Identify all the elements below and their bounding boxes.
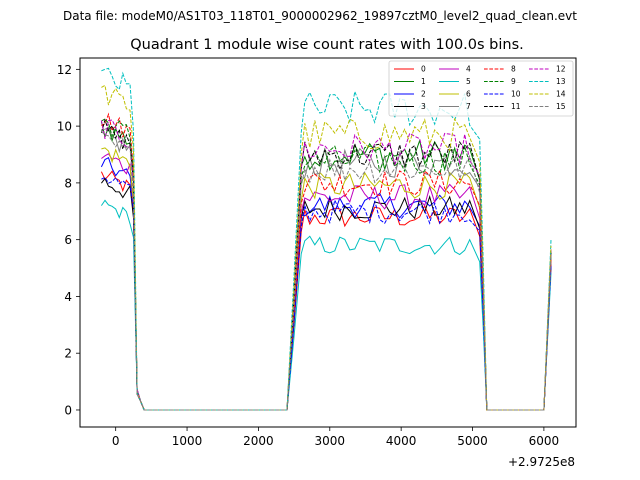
- series-line-13: [101, 67, 552, 411]
- x-tick-label: 6000: [529, 434, 560, 448]
- legend-label-12: 12: [556, 65, 566, 74]
- y-tick-label: 8: [64, 176, 72, 190]
- legend-label-10: 10: [511, 90, 521, 99]
- legend-label-3: 3: [421, 102, 426, 111]
- series-line-15: [101, 131, 552, 411]
- legend-label-14: 14: [556, 90, 566, 99]
- legend-label-8: 8: [511, 65, 516, 74]
- y-tick-label: 10: [57, 120, 72, 134]
- y-tick-label: 0: [64, 403, 72, 417]
- chart-title: Quadrant 1 module wise count rates with …: [130, 37, 524, 53]
- y-tick-label: 4: [64, 290, 72, 304]
- legend-label-13: 13: [556, 77, 566, 86]
- legend-label-6: 6: [466, 90, 471, 99]
- legend-label-0: 0: [421, 65, 426, 74]
- suptitle: Data file: modeM0/AS1T03_118T01_90000029…: [63, 9, 577, 23]
- legend-label-9: 9: [511, 77, 516, 86]
- axes-frame: [79, 57, 577, 428]
- y-tick-label: 6: [64, 233, 72, 247]
- x-tick-label: 1000: [172, 434, 203, 448]
- y-tick-label: 2: [64, 347, 72, 361]
- plot-background: [80, 58, 576, 427]
- x-tick-label: 5000: [457, 434, 488, 448]
- y-tick-label: 12: [57, 63, 72, 77]
- series-layer: [100, 67, 552, 411]
- series-line-14: [101, 84, 552, 411]
- legend-label-4: 4: [466, 65, 471, 74]
- legend-label-7: 7: [466, 102, 471, 111]
- legend-label-1: 1: [421, 77, 426, 86]
- legend-label-15: 15: [556, 102, 566, 111]
- x-tick-label: 0: [112, 434, 120, 448]
- legend-box: [388, 60, 574, 117]
- x-tick-label: 4000: [386, 434, 417, 448]
- legend-label-5: 5: [466, 77, 471, 86]
- plot-area: [80, 58, 576, 427]
- legend-label-2: 2: [421, 90, 426, 99]
- legend-label-11: 11: [511, 102, 521, 111]
- x-tick-label: 3000: [315, 434, 346, 448]
- x-offset-label: +2.9725e8: [508, 455, 575, 469]
- series-line-5: [100, 199, 552, 411]
- x-tick-label: 2000: [243, 434, 274, 448]
